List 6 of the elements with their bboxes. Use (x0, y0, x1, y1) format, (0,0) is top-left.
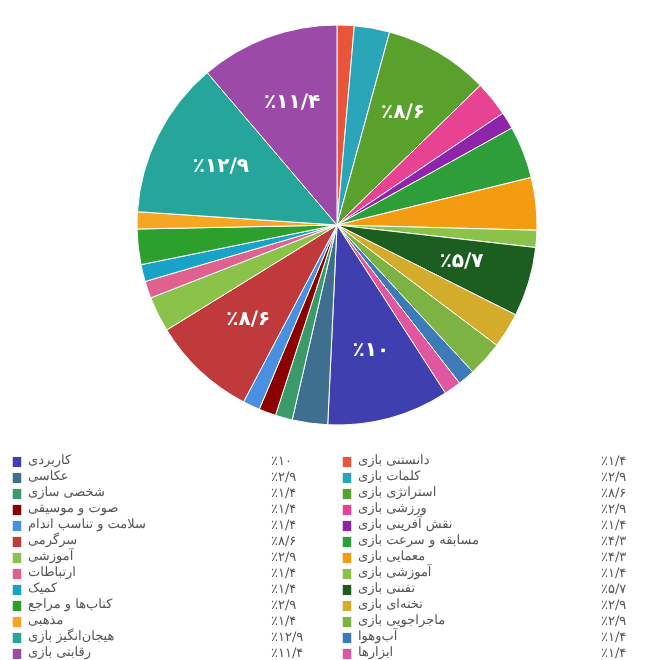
data-label: ٪۸/۶ (381, 101, 425, 124)
data-label: ٪۵/۷ (439, 251, 484, 274)
data-label: ٪۱۱/۴ (264, 92, 321, 115)
data-label: ٪۸/۶ (226, 308, 271, 331)
data-label: ٪۱۲/۹ (192, 155, 249, 178)
data-label: ٪۱۰ (352, 339, 390, 362)
